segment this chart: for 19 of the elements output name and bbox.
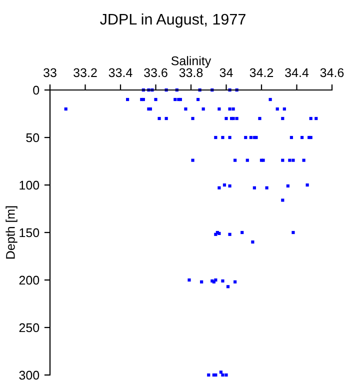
y-tick-label: 200 — [19, 276, 40, 285]
x-tick-label: 34.2 — [250, 68, 274, 78]
chart-title: JDPL in August, 1977 — [100, 13, 246, 28]
y-tick-label: 100 — [20, 180, 40, 190]
y-tick-label: 0 — [33, 86, 40, 95]
y-axis-title: Depth [m] — [6, 206, 18, 259]
x-tick-label: 33.4 — [108, 68, 132, 78]
x-tick-label: 33 — [44, 68, 56, 78]
x-tick-label: 34.4 — [285, 68, 309, 78]
x-tick-label: 33.8 — [179, 68, 203, 78]
x-tick-label: 33.2 — [74, 68, 97, 78]
y-tick-label: 250 — [19, 323, 40, 332]
x-tick-label: 33.6 — [144, 68, 168, 78]
x-tick-label: 34.6 — [320, 68, 344, 78]
x-tick-label: 34 — [220, 68, 233, 78]
y-tick-label: 50 — [26, 133, 40, 142]
y-tick-label: 300 — [19, 370, 40, 380]
y-tick-label: 150 — [20, 228, 40, 238]
x-axis-title: Salinity — [171, 56, 212, 68]
